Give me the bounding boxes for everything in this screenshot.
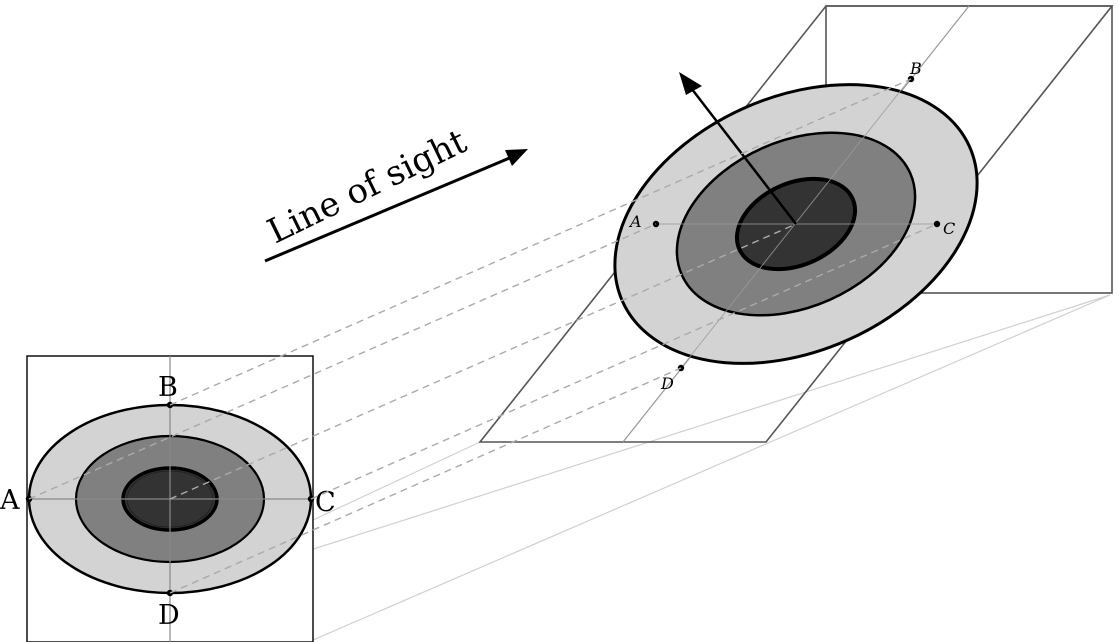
inclined-label-d: D bbox=[660, 374, 674, 393]
line-of-sight: Line of sight bbox=[261, 121, 528, 263]
inclined-label-a: A bbox=[628, 212, 642, 231]
inclined-point-c bbox=[933, 220, 941, 228]
inclined-plane bbox=[478, 5, 1114, 443]
front-label-a: A bbox=[0, 485, 20, 516]
front-label-b: B bbox=[158, 372, 178, 403]
front-label-d: D bbox=[158, 600, 180, 631]
normal-vector-arrowhead bbox=[679, 72, 702, 95]
front-view: A B C D bbox=[0, 355, 336, 642]
inclined-label-c: C bbox=[943, 219, 955, 238]
inclined-label-b: B bbox=[909, 59, 922, 78]
front-label-c: C bbox=[315, 487, 336, 518]
line-of-sight-arrow bbox=[264, 155, 513, 263]
inclined-view: A B C D bbox=[478, 5, 1114, 443]
projection-lines bbox=[28, 78, 938, 594]
line-of-sight-arrowhead bbox=[505, 149, 528, 166]
